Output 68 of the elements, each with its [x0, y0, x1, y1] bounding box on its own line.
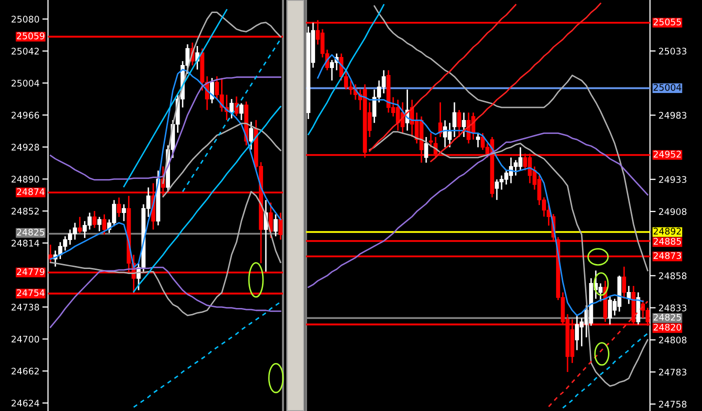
ref-line-label: 24892 — [654, 228, 681, 235]
candlestick — [239, 102, 244, 121]
line-series — [562, 332, 648, 409]
y-tick-label: 24852 — [12, 208, 39, 215]
candlestick — [268, 202, 273, 239]
y-tick-label: 25042 — [12, 48, 39, 55]
candlestick — [424, 136, 428, 164]
ref-line-label: 25059 — [16, 32, 44, 40]
line-series — [368, 4, 516, 152]
y-tick-label: 24758 — [658, 400, 686, 408]
ref-line-label: 24873 — [654, 252, 681, 260]
y-tick-label: 24933 — [658, 176, 686, 183]
y-tick-label: 24808 — [658, 336, 686, 344]
candlestick — [428, 132, 433, 148]
y-tick-label: 24966 — [12, 112, 40, 119]
candlestick — [230, 98, 234, 120]
line-series — [548, 300, 648, 408]
ref-line-label: 24885 — [654, 238, 681, 245]
y-tick-label: 25080 — [12, 16, 40, 23]
ref-line-label: 24874 — [16, 188, 44, 196]
line-series — [162, 122, 282, 198]
y-tick-label: 24833 — [658, 304, 686, 312]
ref-line-label: 25004 — [654, 84, 682, 91]
y-tick-label: 25033 — [658, 48, 686, 55]
candlestick — [476, 132, 480, 148]
candlestick — [116, 196, 122, 218]
candlestick — [457, 109, 462, 138]
y-tick-label: 24814 — [12, 240, 40, 247]
y-tick-label: 24662 — [12, 368, 39, 375]
y-tick-label: 24908 — [658, 208, 686, 216]
candlestick — [78, 216, 82, 234]
y-tick-label: 24700 — [12, 336, 40, 343]
y-tick-label: 24738 — [12, 304, 40, 311]
line-series — [374, 5, 648, 272]
line-series — [182, 38, 282, 192]
candlestick — [92, 210, 97, 229]
y-tick-label: 24928 — [12, 144, 40, 151]
candlestick — [102, 214, 106, 236]
candlestick — [278, 212, 283, 240]
line-series — [308, 132, 648, 288]
line-series — [132, 106, 282, 293]
y-tick-label: 25004 — [12, 80, 40, 87]
y-tick-label: 24983 — [658, 112, 686, 119]
ref-line-label: 24779 — [16, 268, 44, 276]
ref-line-label: 24820 — [654, 324, 682, 331]
line-series — [317, 54, 644, 316]
line-series — [308, 4, 384, 136]
candlestick — [462, 112, 466, 138]
candlestick — [274, 214, 278, 237]
ref-line-label: 24825 — [654, 314, 681, 321]
candlestick — [452, 102, 456, 138]
ref-line-label: 24952 — [654, 150, 681, 158]
candlestick — [122, 204, 126, 222]
candlestick — [249, 121, 254, 150]
line-series — [430, 2, 602, 162]
ref-line-label: 24825 — [16, 228, 44, 236]
candlestick — [622, 266, 626, 300]
line-series — [132, 301, 282, 408]
line-series — [50, 190, 282, 316]
ref-line-label: 24754 — [16, 289, 44, 296]
line-series — [50, 76, 282, 181]
y-tick-label: 24858 — [658, 272, 686, 280]
y-tick-label: 24624 — [12, 400, 40, 407]
candlestick — [97, 216, 102, 232]
y-tick-label: 24783 — [658, 368, 686, 376]
ref-line-label: 25055 — [654, 18, 681, 26]
y-tick-label: 24890 — [12, 176, 40, 183]
line-series — [123, 9, 228, 188]
